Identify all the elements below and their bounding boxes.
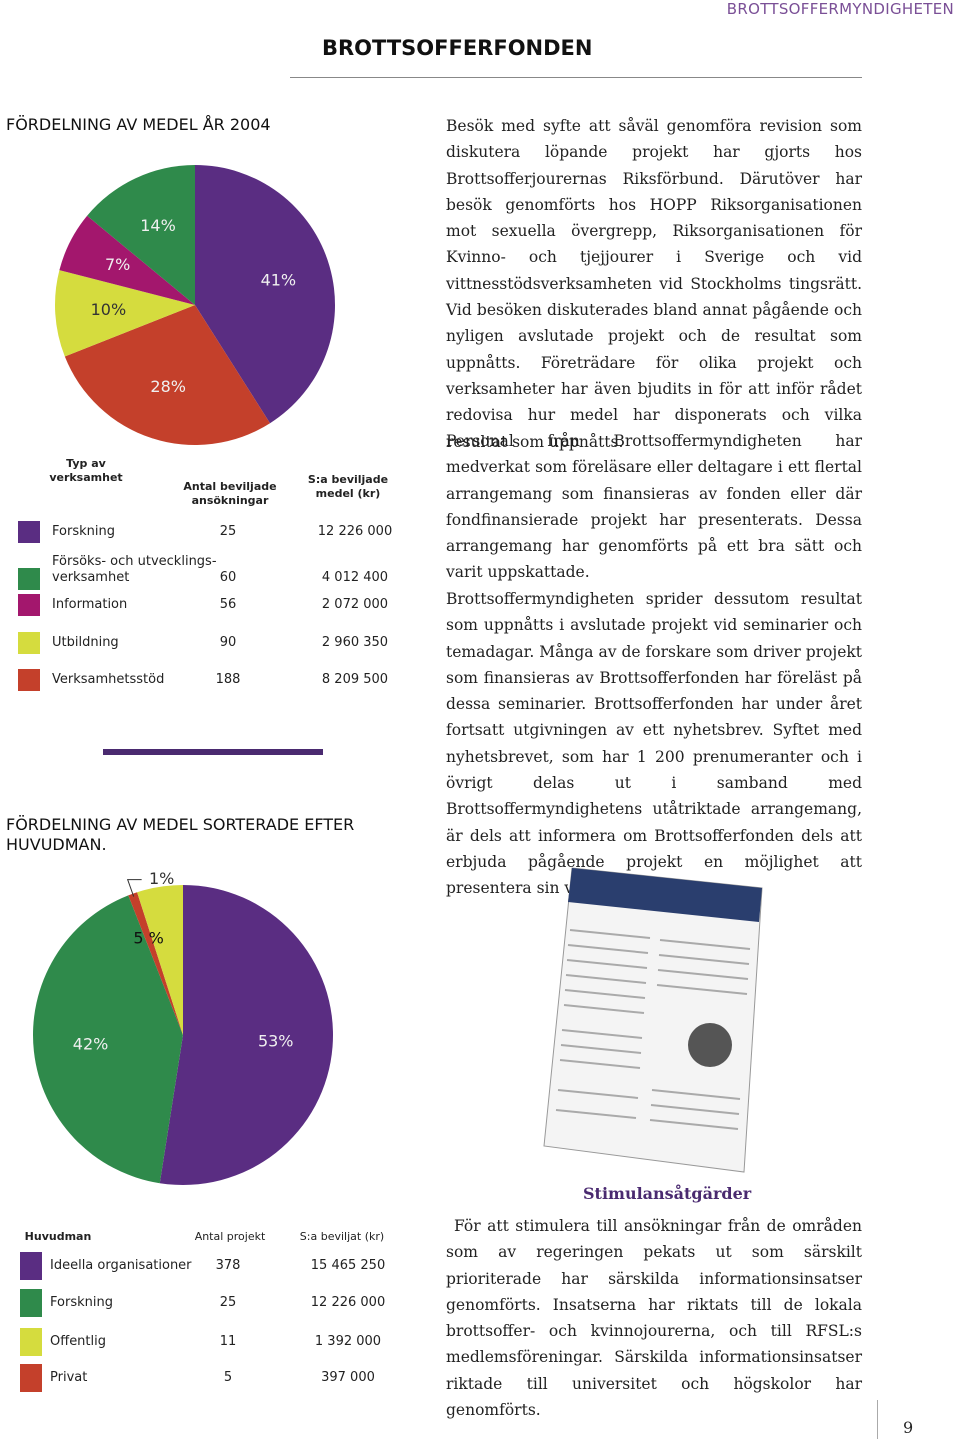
pie-label: 7% bbox=[105, 255, 130, 274]
header-rule bbox=[290, 77, 862, 78]
table-cell: 90 bbox=[219, 635, 237, 650]
table-header: S:a beviljat (kr) bbox=[299, 1230, 385, 1243]
pie-label: 5 % bbox=[133, 928, 163, 947]
pie-slice bbox=[128, 892, 183, 1035]
table-cell: 56 bbox=[219, 597, 237, 612]
table-header: S:a beviljade medel (kr) bbox=[307, 473, 389, 500]
leader-line bbox=[126, 879, 142, 897]
pie-label: 28% bbox=[150, 377, 186, 396]
table-cell: 60 bbox=[219, 570, 237, 585]
pie-label: 42% bbox=[73, 1035, 109, 1054]
table-cell: 11 bbox=[219, 1334, 237, 1349]
body-paragraph: Personal från Brottsoffermyndigheten har… bbox=[446, 432, 862, 582]
newsletter-photo bbox=[688, 1023, 732, 1067]
table-cell: 12 226 000 bbox=[317, 524, 393, 539]
table-cell: 4 012 400 bbox=[321, 570, 389, 585]
page-rule bbox=[877, 1400, 878, 1439]
pie-slice bbox=[159, 885, 333, 1185]
table-cell: 397 000 bbox=[321, 1370, 375, 1385]
table-cell: 378 bbox=[215, 1258, 241, 1273]
table-header: Antal beviljade ansökningar bbox=[183, 480, 277, 507]
table-cell: Ideella organisationer bbox=[50, 1258, 192, 1273]
newsletter-lines bbox=[555, 929, 751, 1130]
table-cell: 25 bbox=[219, 1295, 237, 1310]
pie-slice bbox=[87, 165, 195, 305]
pie-slice bbox=[54, 270, 195, 357]
table-cell: Försöks- och utvecklings- verksamhet bbox=[52, 554, 217, 585]
table-cell: 5 bbox=[223, 1370, 233, 1385]
body-paragraph: Brottsoffermyndigheten sprider dessutom … bbox=[446, 590, 862, 898]
pie-slice bbox=[59, 215, 195, 305]
table-cell: 2 960 350 bbox=[321, 635, 389, 650]
legend-swatch bbox=[18, 568, 40, 590]
legend-swatch bbox=[18, 669, 40, 691]
page-number: 9 bbox=[903, 1418, 914, 1437]
table-cell: Information bbox=[52, 597, 128, 612]
legend-swatch bbox=[20, 1289, 42, 1317]
table-cell: 2 072 000 bbox=[321, 597, 389, 612]
pie-slice bbox=[64, 305, 271, 445]
legend-swatch bbox=[18, 521, 40, 543]
legend-swatch bbox=[20, 1252, 42, 1280]
chart-title: FÖRDELNING AV MEDEL ÅR 2004 bbox=[6, 115, 271, 134]
table-cell: 188 bbox=[215, 672, 241, 687]
table-cell: Utbildning bbox=[52, 635, 119, 650]
table-cell: 15 465 250 bbox=[310, 1258, 386, 1273]
table-header: Antal projekt bbox=[194, 1230, 266, 1243]
table-cell: 25 bbox=[219, 524, 237, 539]
divider-bar bbox=[103, 749, 323, 755]
legend-swatch bbox=[18, 632, 40, 654]
table-cell: Verksamhetsstöd bbox=[52, 672, 165, 687]
section-paragraph: För att stimulera till ansökningar från … bbox=[446, 1217, 862, 1420]
page-title: BROTTSOFFERFONDEN bbox=[322, 36, 593, 60]
pie-label: 53% bbox=[258, 1032, 294, 1051]
pie-label: 1% bbox=[149, 869, 174, 888]
table-cell: 12 226 000 bbox=[310, 1295, 386, 1310]
table-cell: Privat bbox=[50, 1370, 88, 1385]
section-heading: Stimulansåtgärder bbox=[583, 1184, 752, 1203]
newsletter-banner bbox=[568, 868, 762, 922]
pie-charts: 41% 28% 10% 7% 14% 53% 42% 1% 5 % bbox=[32, 165, 336, 1185]
table-cell: Forskning bbox=[52, 524, 115, 539]
pie-slice bbox=[137, 885, 183, 1035]
legend-swatch bbox=[20, 1328, 42, 1356]
pie-slice bbox=[32, 895, 183, 1184]
agency: BROTTSOFFERMYNDIGHETEN bbox=[726, 0, 954, 18]
table-cell: 8 209 500 bbox=[321, 672, 389, 687]
newsletter-image bbox=[543, 867, 763, 1173]
table-cell: Offentlig bbox=[50, 1334, 106, 1349]
chart-title: FÖRDELNING AV MEDEL SORTERADE EFTER HUVU… bbox=[6, 815, 355, 854]
pie-label: 10% bbox=[91, 300, 127, 319]
pie-slice bbox=[195, 165, 336, 424]
table-cell: 1 392 000 bbox=[314, 1334, 382, 1349]
body-paragraph: Besök med syfte att såväl genomföra revi… bbox=[446, 117, 862, 451]
table-header: Typ av verksamhet bbox=[49, 457, 123, 484]
pie-label: 41% bbox=[261, 270, 297, 289]
table-header: Huvudman bbox=[24, 1230, 92, 1243]
table-cell: Forskning bbox=[50, 1295, 113, 1310]
legend-swatch bbox=[18, 594, 40, 616]
legend-swatch bbox=[20, 1364, 42, 1392]
pie-label: 14% bbox=[140, 216, 176, 235]
